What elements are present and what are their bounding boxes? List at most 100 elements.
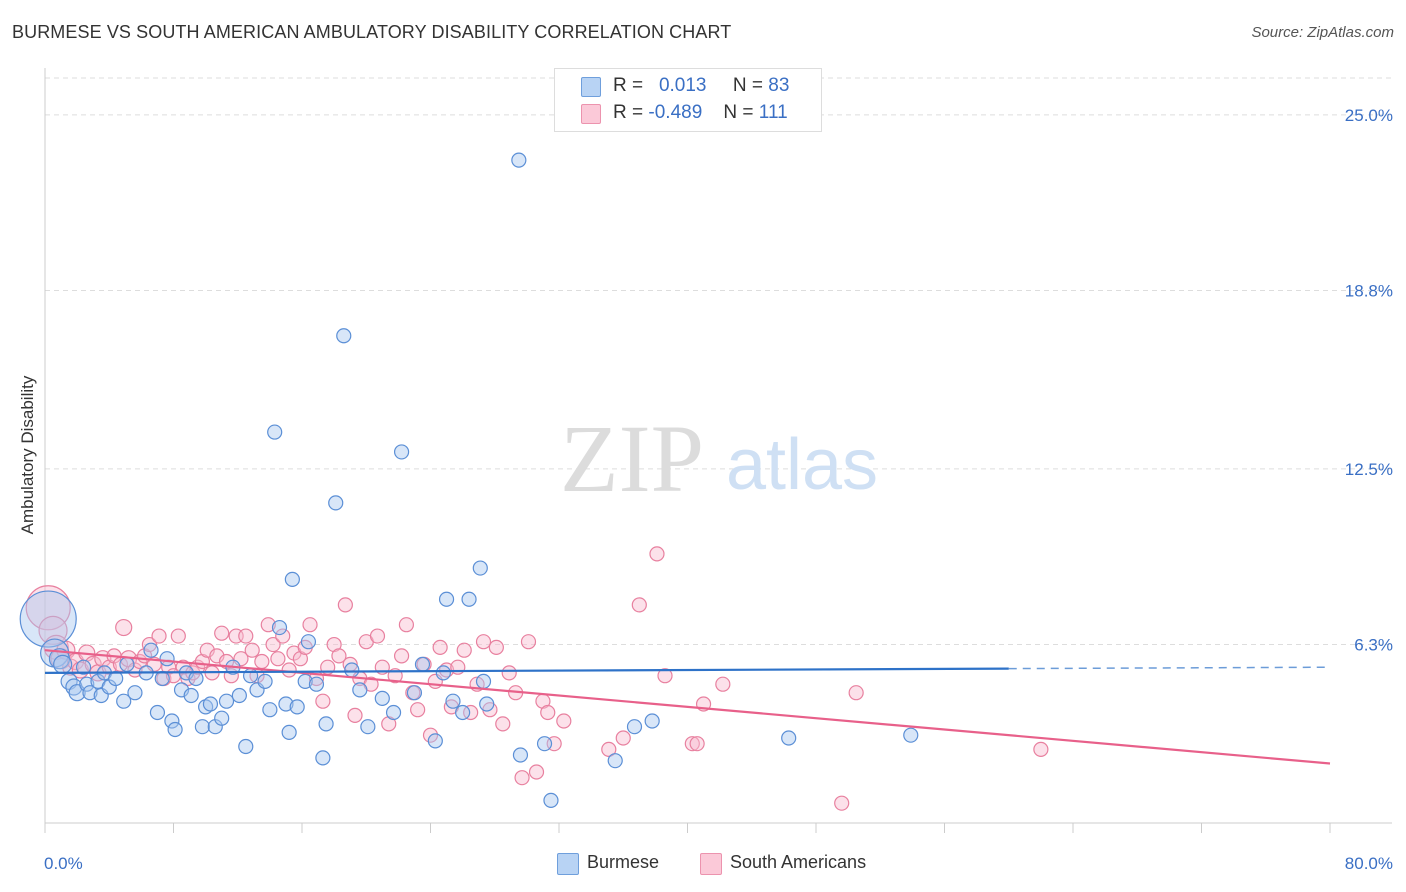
burmese-point — [231, 687, 247, 704]
legend-r-value: 0.013 — [658, 75, 707, 96]
south-americans-point — [848, 685, 864, 701]
x-tick-label: 80.0% — [1345, 854, 1393, 873]
burmese-point — [427, 733, 443, 749]
burmese-point — [475, 673, 492, 689]
south-americans-point — [337, 597, 353, 613]
south-americans-point — [556, 713, 572, 729]
burmese-point — [385, 704, 402, 721]
correlation-legend: R = 0.013 N = 83 R = -0.489 N = 111 — [554, 68, 822, 132]
burmese-point — [435, 665, 451, 681]
south-americans-point — [463, 704, 479, 721]
south-americans-point — [495, 716, 511, 732]
south-americans-point — [657, 668, 673, 684]
burmese-point — [781, 730, 797, 746]
burmese-point — [352, 682, 368, 698]
south-americans-point — [528, 764, 545, 780]
legend-text-burmese: R = 0.013 N = 83 — [613, 75, 789, 97]
y-tick-label: 6.3% — [1354, 636, 1393, 655]
burmese-point — [297, 673, 313, 689]
burmese-point — [218, 693, 235, 709]
legend-n-value: 83 — [768, 75, 790, 96]
burmese-point — [344, 662, 360, 678]
burmese-point — [472, 560, 488, 576]
south-americans-swatch — [581, 104, 601, 124]
watermark-zip: ZIP — [560, 405, 704, 512]
burmese-point — [167, 721, 183, 738]
south-americans-point — [684, 736, 700, 752]
chart-title: BURMESE VS SOUTH AMERICAN AMBULATORY DIS… — [12, 22, 732, 42]
burmese-point — [607, 753, 623, 769]
burmese-point — [414, 656, 431, 672]
south-americans-point — [244, 642, 260, 658]
south-americans-point — [715, 676, 731, 692]
legend-r-label: R = — [613, 102, 644, 123]
burmese-point — [455, 704, 471, 721]
south-americans-point — [265, 636, 281, 653]
y-tick-label: 12.5% — [1345, 460, 1393, 479]
burmese-point — [143, 642, 159, 658]
legend-n-value: 111 — [758, 102, 788, 123]
legend-r-value: -0.489 — [648, 102, 703, 123]
watermark-atlas: atlas — [726, 425, 878, 505]
south-americans-legend-label: South Americans — [730, 852, 867, 872]
burmese-point — [262, 702, 278, 718]
burmese-point — [281, 724, 297, 740]
south-americans-point — [520, 634, 537, 650]
south-americans-point — [456, 642, 472, 658]
south-americans-point — [315, 693, 331, 709]
south-americans-legend-swatch — [700, 853, 722, 875]
legend-text-south-americans: R = -0.489 N = 111 — [613, 102, 788, 124]
burmese-point — [393, 444, 410, 460]
burmese-point — [461, 591, 477, 607]
south-americans-point — [254, 653, 270, 670]
south-americans-point — [514, 770, 530, 786]
south-americans-point — [432, 639, 448, 655]
south-americans-point — [649, 546, 665, 562]
burmese-point — [284, 571, 300, 587]
south-americans-point — [170, 628, 186, 644]
burmese-point — [82, 685, 98, 701]
burmese-trend-line — [44, 667, 1009, 674]
burmese-point — [308, 676, 325, 692]
south-americans-trend-line — [44, 649, 1331, 765]
south-americans-point — [410, 702, 426, 718]
burmese-point — [116, 693, 132, 709]
south-americans-point — [398, 617, 415, 633]
south-americans-point — [369, 628, 386, 644]
burmese-point — [512, 747, 529, 763]
south-americans-point — [281, 662, 297, 678]
south-americans-point — [302, 617, 318, 633]
south-americans-point — [214, 625, 230, 641]
south-americans-point — [615, 730, 631, 746]
x-tick-label: 0.0% — [44, 854, 83, 873]
south-americans-point — [275, 628, 291, 644]
south-americans-point — [540, 704, 556, 721]
burmese-point — [511, 152, 527, 168]
south-americans-point — [393, 648, 410, 664]
burmese-point — [360, 719, 376, 735]
burmese-point — [278, 696, 294, 712]
burmese-point — [445, 693, 461, 709]
y-tick-label: 25.0% — [1345, 106, 1393, 125]
south-americans-point — [260, 617, 276, 633]
south-americans-point — [834, 795, 850, 811]
south-americans-point — [270, 651, 286, 667]
burmese-point — [214, 710, 230, 726]
south-americans-point — [601, 741, 617, 757]
burmese-point — [336, 328, 352, 344]
burmese-legend-swatch — [557, 853, 579, 875]
burmese-point — [154, 670, 170, 687]
south-americans-point — [631, 597, 647, 613]
tick-labels: 6.3% 12.5% 18.8% 25.0% 0.0% 80.0% — [44, 106, 1393, 873]
burmese-point — [479, 696, 495, 712]
burmese-swatch — [581, 77, 601, 97]
burmese-point — [626, 719, 643, 735]
legend-r-label: R = — [613, 75, 644, 96]
legend-n-label: N = — [732, 75, 764, 96]
burmese-point — [271, 619, 288, 636]
burmese-point — [644, 713, 660, 729]
burmese-point — [238, 738, 254, 755]
burmese-point — [127, 685, 143, 701]
burmese-point — [19, 590, 77, 648]
